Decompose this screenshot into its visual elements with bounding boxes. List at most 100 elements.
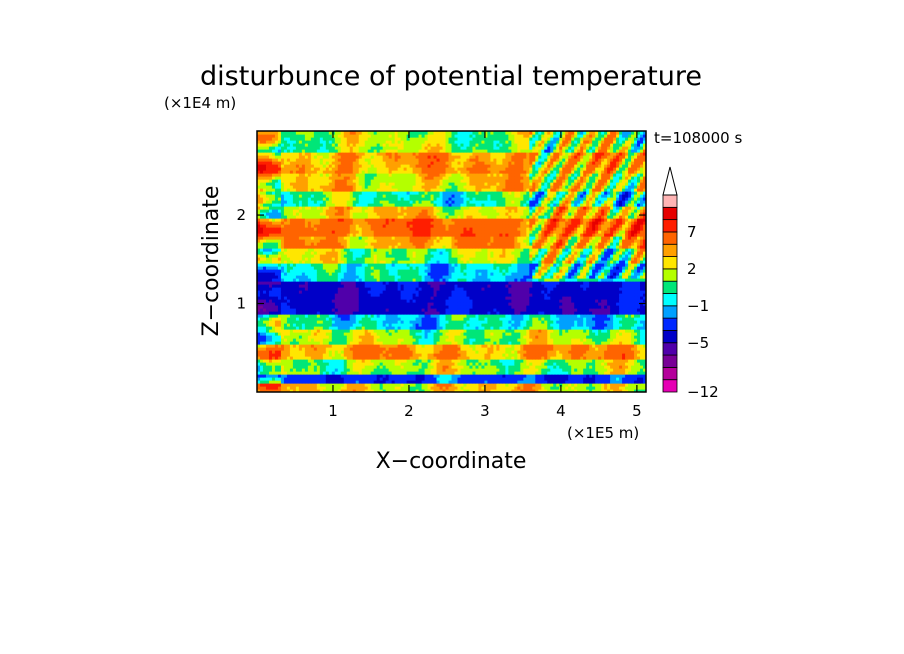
field-cell <box>529 341 533 345</box>
field-cell <box>547 281 551 285</box>
field-cell <box>364 359 369 363</box>
field-cell <box>436 371 441 375</box>
field-cell <box>496 302 500 306</box>
field-cell <box>538 287 542 291</box>
field-cell <box>412 353 417 357</box>
field-cell <box>421 377 426 381</box>
field-cell <box>508 317 512 321</box>
field-cell <box>532 302 536 306</box>
field-cell <box>511 305 515 309</box>
field-cell <box>580 326 584 330</box>
field-cell <box>607 299 611 303</box>
field-cell <box>574 296 578 300</box>
field-cell <box>496 371 500 375</box>
field-cell <box>439 311 444 315</box>
field-cell <box>400 353 405 357</box>
field-cell <box>460 386 465 390</box>
field-cell <box>352 374 357 378</box>
field-cell <box>289 341 294 345</box>
field-cell <box>451 299 456 303</box>
field-cell <box>343 281 348 285</box>
field-cell <box>469 308 474 312</box>
field-cell <box>475 287 480 291</box>
field-cell <box>262 326 267 330</box>
field-cell <box>550 314 554 318</box>
field-cell <box>526 380 530 384</box>
field-cell <box>280 335 285 339</box>
field-cell <box>343 362 348 366</box>
field-cell <box>307 287 312 291</box>
field-cell <box>436 362 441 366</box>
field-cell <box>562 380 566 384</box>
field-cell <box>502 380 506 384</box>
field-cell <box>640 380 644 384</box>
field-cell <box>568 323 572 327</box>
field-cell <box>301 305 306 309</box>
field-cell <box>445 320 450 324</box>
field-cell <box>346 359 351 363</box>
field-cell <box>340 275 345 279</box>
field-cell <box>472 353 477 357</box>
field-cell <box>574 284 578 288</box>
field-cell <box>376 347 381 351</box>
field-cell <box>532 284 536 288</box>
field-cell <box>475 341 480 345</box>
field-cell <box>370 287 375 291</box>
field-cell <box>415 335 420 339</box>
field-cell <box>586 311 590 315</box>
field-cell <box>451 317 456 321</box>
field-cell <box>550 299 554 303</box>
field-cell <box>457 308 462 312</box>
field-cell <box>502 332 506 336</box>
field-cell <box>478 383 483 387</box>
chart-title: disturbunce of potential temperature <box>200 61 702 92</box>
field-cell <box>436 335 441 339</box>
field-cell <box>496 332 500 336</box>
field-cell <box>478 374 483 378</box>
field-cell <box>637 341 641 345</box>
field-cell <box>382 344 387 348</box>
field-cell <box>601 338 605 342</box>
field-cell <box>439 323 444 327</box>
field-cell <box>628 281 632 285</box>
field-cell <box>634 359 638 363</box>
field-cell <box>373 299 378 303</box>
field-cell <box>619 347 623 351</box>
field-cell <box>535 359 539 363</box>
field-cell <box>301 320 306 324</box>
field-cell <box>370 299 375 303</box>
field-cell <box>379 287 384 291</box>
field-cell <box>289 299 294 303</box>
field-cell <box>286 377 291 381</box>
field-cell <box>622 299 626 303</box>
field-cell <box>562 329 566 333</box>
field-cell <box>322 344 327 348</box>
field-cell <box>280 365 285 369</box>
field-cell <box>292 356 297 360</box>
field-cell <box>556 326 560 330</box>
field-cell <box>529 335 533 339</box>
field-cell <box>424 305 429 309</box>
field-cell <box>616 284 620 288</box>
field-cell <box>631 335 635 339</box>
field-cell <box>325 284 330 288</box>
field-cell <box>427 287 432 291</box>
field-cell <box>292 287 297 291</box>
field-cell <box>373 377 378 381</box>
field-cell <box>313 350 318 354</box>
field-cell <box>379 371 384 375</box>
field-cell <box>313 296 318 300</box>
field-cell <box>604 335 608 339</box>
field-cell <box>460 317 465 321</box>
field-cell <box>436 377 441 381</box>
field-cell <box>367 359 372 363</box>
field-cell <box>457 293 462 297</box>
field-cell <box>415 380 420 384</box>
field-cell <box>280 386 285 390</box>
field-cell <box>532 305 536 309</box>
field-cell <box>340 350 345 354</box>
field-cell <box>511 374 515 378</box>
field-cell <box>298 278 303 282</box>
field-cell <box>325 377 330 381</box>
field-cell <box>346 296 351 300</box>
